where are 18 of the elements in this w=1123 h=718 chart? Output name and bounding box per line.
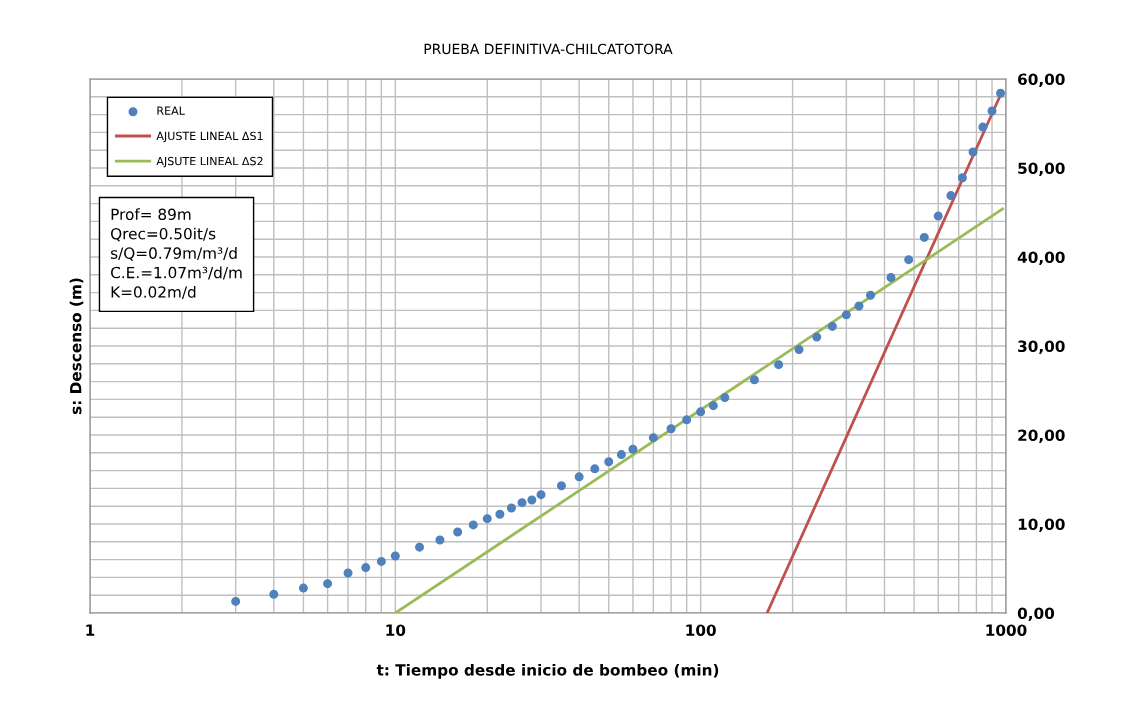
- legend-label: AJSUTE LINEAL ΔS2: [156, 156, 263, 168]
- y-tick-label: 0,00: [1017, 607, 1055, 621]
- y-tick-label: 30,00: [1018, 340, 1065, 354]
- y-tick-label: 20,00: [1018, 429, 1065, 443]
- legend-label: AJUSTE LINEAL ΔS1: [156, 131, 263, 143]
- x-axis-title: t: Tiempo desde inicio de bombeo (min): [376, 663, 719, 679]
- y-axis-title: s: Descenso (m): [69, 278, 84, 415]
- x-tick-label: 100: [686, 624, 716, 636]
- chart-title: PRUEBA DEFINITIVA-CHILCATOTORA: [424, 43, 673, 55]
- x-tick-label: 1: [86, 624, 95, 636]
- y-tick-label: 50,00: [1018, 162, 1065, 176]
- y-tick-label: 10,00: [1018, 518, 1065, 532]
- x-tick-label: 10: [386, 624, 406, 636]
- legend-label: REAL: [157, 106, 185, 115]
- y-tick-label: 40,00: [1017, 251, 1065, 265]
- y-tick-label: 60,00: [1018, 73, 1065, 87]
- x-tick-label: 1000: [986, 624, 1027, 636]
- annotation: Prof= 89m Qrec=0.50it/s s/Q=0.79m/m³/d C.E.=1.07m³/d/m K=0.02m/d: [110, 208, 242, 299]
